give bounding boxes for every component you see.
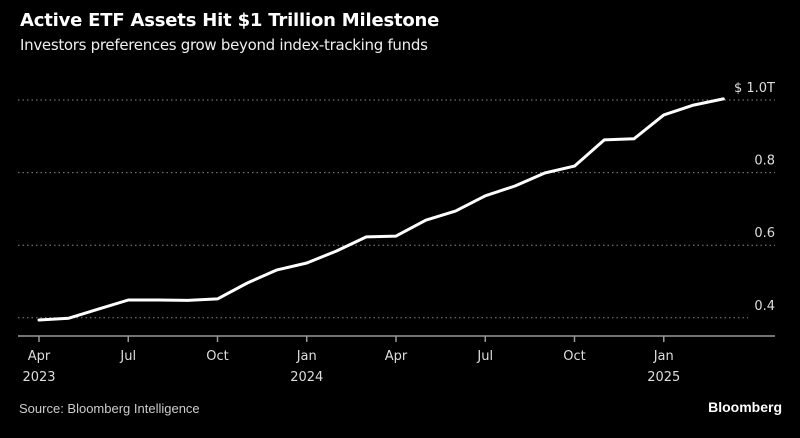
x-tick-label: Apr xyxy=(28,349,51,364)
x-tick-label: Oct xyxy=(206,349,228,364)
x-tick-label: Jan xyxy=(653,349,674,364)
chart-subtitle: Investors preferences grow beyond index-… xyxy=(20,36,428,54)
x-tick-year-label: 2023 xyxy=(22,370,55,385)
x-tick-label: Jan xyxy=(296,349,317,364)
series-line xyxy=(37,97,725,322)
y-tick-label: $ 1.0T xyxy=(734,81,775,96)
chart-title: Active ETF Assets Hit $1 Trillion Milest… xyxy=(20,10,440,31)
source-note: Source: Bloomberg Intelligence xyxy=(19,401,200,416)
bloomberg-logo: Bloomberg xyxy=(708,399,782,415)
x-tick-label: Apr xyxy=(385,349,408,364)
y-tick-label: 0.8 xyxy=(754,154,775,169)
x-tick-label: Oct xyxy=(563,349,585,364)
x-tick-year-label: 2024 xyxy=(290,370,323,385)
x-tick-year-label: 2025 xyxy=(647,370,680,385)
x-tick-label: Jul xyxy=(119,349,136,364)
y-tick-label: 0.4 xyxy=(754,299,775,314)
y-tick-label: 0.6 xyxy=(754,226,775,241)
x-tick-label: Jul xyxy=(476,349,493,364)
